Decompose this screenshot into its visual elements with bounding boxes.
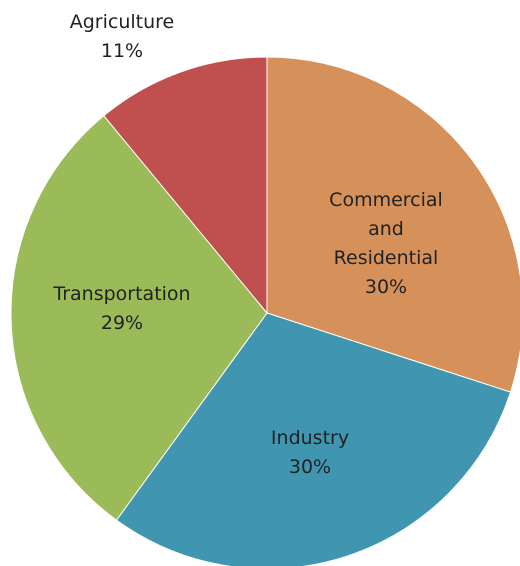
pie-slice — [103, 56, 268, 315]
label-line: Residential — [334, 247, 439, 269]
label-line: Agriculture — [70, 11, 175, 33]
slice-value: 30% — [289, 456, 331, 478]
slice-label: Industry — [271, 427, 349, 449]
label-line: Industry — [271, 427, 349, 449]
label-line: Transportation — [52, 283, 190, 305]
slice-label: Transportation — [52, 283, 190, 305]
pie-slice — [115, 312, 512, 566]
slice-label: Commercial and Residential — [329, 189, 443, 269]
pie-slice — [10, 115, 268, 521]
slice-value: 30% — [365, 276, 407, 298]
label-line: Commercial — [329, 189, 443, 211]
pie-slice — [266, 56, 520, 393]
slice-value: 29% — [101, 312, 143, 334]
label-line: and — [368, 218, 404, 240]
slice-label: Agriculture — [70, 11, 175, 33]
slice-value: 11% — [101, 40, 143, 62]
